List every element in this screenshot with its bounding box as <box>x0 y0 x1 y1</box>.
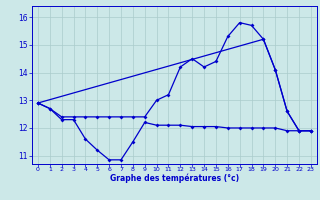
X-axis label: Graphe des températures (°c): Graphe des températures (°c) <box>110 174 239 183</box>
